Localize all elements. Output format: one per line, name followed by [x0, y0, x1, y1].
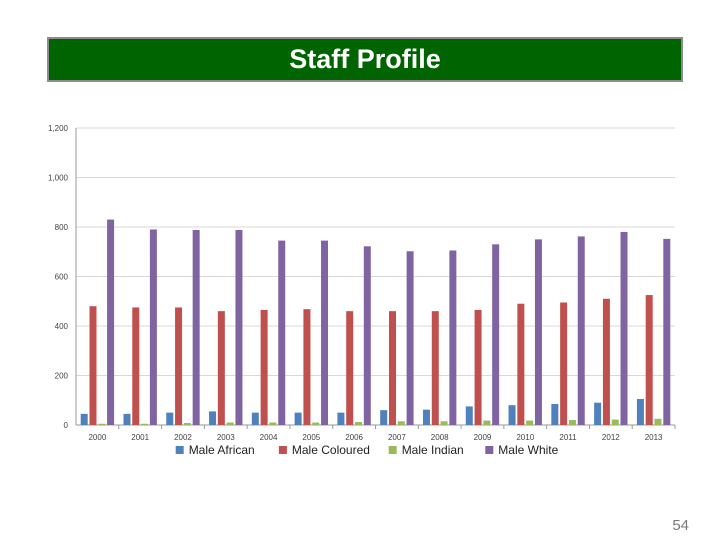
bar	[611, 419, 619, 425]
bar	[560, 302, 568, 425]
bar	[149, 229, 157, 425]
bar	[355, 422, 363, 425]
legend-swatch	[278, 446, 287, 454]
bar	[577, 236, 585, 425]
y-tick-label: 1,000	[48, 174, 69, 183]
bar	[440, 421, 448, 425]
legend-swatch	[175, 446, 184, 454]
bar	[235, 229, 243, 425]
y-tick-label: 400	[55, 322, 69, 331]
legend-label: Male White	[498, 443, 558, 457]
bar	[397, 421, 405, 425]
bar	[183, 423, 191, 425]
x-tick-label: 2005	[302, 433, 320, 442]
slide-title: Staff Profile	[289, 44, 441, 74]
legend-label: Male African	[189, 443, 255, 457]
bar	[465, 406, 473, 425]
legend-swatch	[388, 446, 397, 454]
bar	[551, 403, 559, 425]
bar	[278, 240, 286, 425]
x-tick-label: 2001	[131, 433, 149, 442]
page-number: 54	[672, 517, 689, 534]
bar	[107, 219, 115, 425]
legend-label: Male Coloured	[292, 443, 370, 457]
x-tick-label: 2003	[217, 433, 235, 442]
bar	[226, 422, 234, 425]
bar	[363, 246, 371, 425]
x-tick-label: 2000	[88, 433, 106, 442]
x-tick-label: 2002	[174, 433, 192, 442]
bar	[483, 420, 491, 425]
y-tick-label: 600	[55, 273, 69, 282]
bar	[209, 411, 217, 425]
bar	[337, 412, 345, 425]
bar	[89, 306, 97, 425]
legend-swatch	[485, 446, 494, 454]
bar	[321, 240, 329, 425]
bar	[123, 413, 131, 425]
title-banner: Staff Profile	[47, 37, 683, 82]
bar	[602, 298, 610, 425]
bar	[251, 412, 259, 425]
bar	[346, 311, 354, 425]
bar	[508, 405, 516, 425]
y-tick-label: 1,200	[48, 124, 69, 133]
x-tick-label: 2011	[559, 433, 577, 442]
bar	[449, 250, 457, 425]
x-tick-label: 2013	[645, 433, 663, 442]
bar	[517, 303, 525, 425]
bar	[406, 251, 414, 425]
bar	[568, 420, 576, 425]
bar	[431, 311, 439, 425]
bar	[645, 295, 653, 425]
bar	[260, 309, 268, 425]
bar	[217, 311, 225, 425]
y-tick-label: 0	[64, 421, 69, 430]
x-tick-label: 2009	[474, 433, 492, 442]
bar	[380, 410, 388, 425]
bar	[192, 229, 200, 425]
y-tick-label: 800	[55, 223, 69, 232]
bar	[492, 244, 500, 425]
bar	[636, 399, 644, 425]
bar	[269, 422, 277, 425]
bar	[474, 309, 482, 425]
bar-chart: 0 200 400 600 800 1,000 1,200 2000 2001 2002 2003 2…	[30, 110, 690, 470]
bar	[294, 412, 302, 425]
bar	[312, 422, 320, 425]
x-tick-label: 2007	[388, 433, 406, 442]
chart-svg: 0 200 400 600 800 1,000 1,200 2000 2001 2002 2003 2…	[48, 124, 676, 457]
bar	[620, 231, 628, 425]
bar	[98, 423, 106, 425]
bar	[594, 402, 602, 425]
bar	[141, 423, 149, 425]
bar	[534, 239, 542, 425]
bar	[132, 307, 140, 425]
bar	[526, 420, 534, 425]
bar	[80, 413, 88, 425]
x-tick-label: 2006	[345, 433, 363, 442]
x-tick-label: 2012	[602, 433, 620, 442]
bar	[388, 311, 396, 425]
legend-label: Male Indian	[402, 443, 464, 457]
x-tick-label: 2008	[431, 433, 449, 442]
bar	[422, 409, 430, 425]
bar	[175, 307, 183, 425]
x-tick-label: 2004	[260, 433, 278, 442]
y-tick-label: 200	[55, 372, 69, 381]
bar	[303, 309, 311, 425]
bar	[663, 238, 671, 425]
x-tick-label: 2010	[516, 433, 534, 442]
bar	[654, 418, 662, 425]
bar	[166, 412, 174, 425]
